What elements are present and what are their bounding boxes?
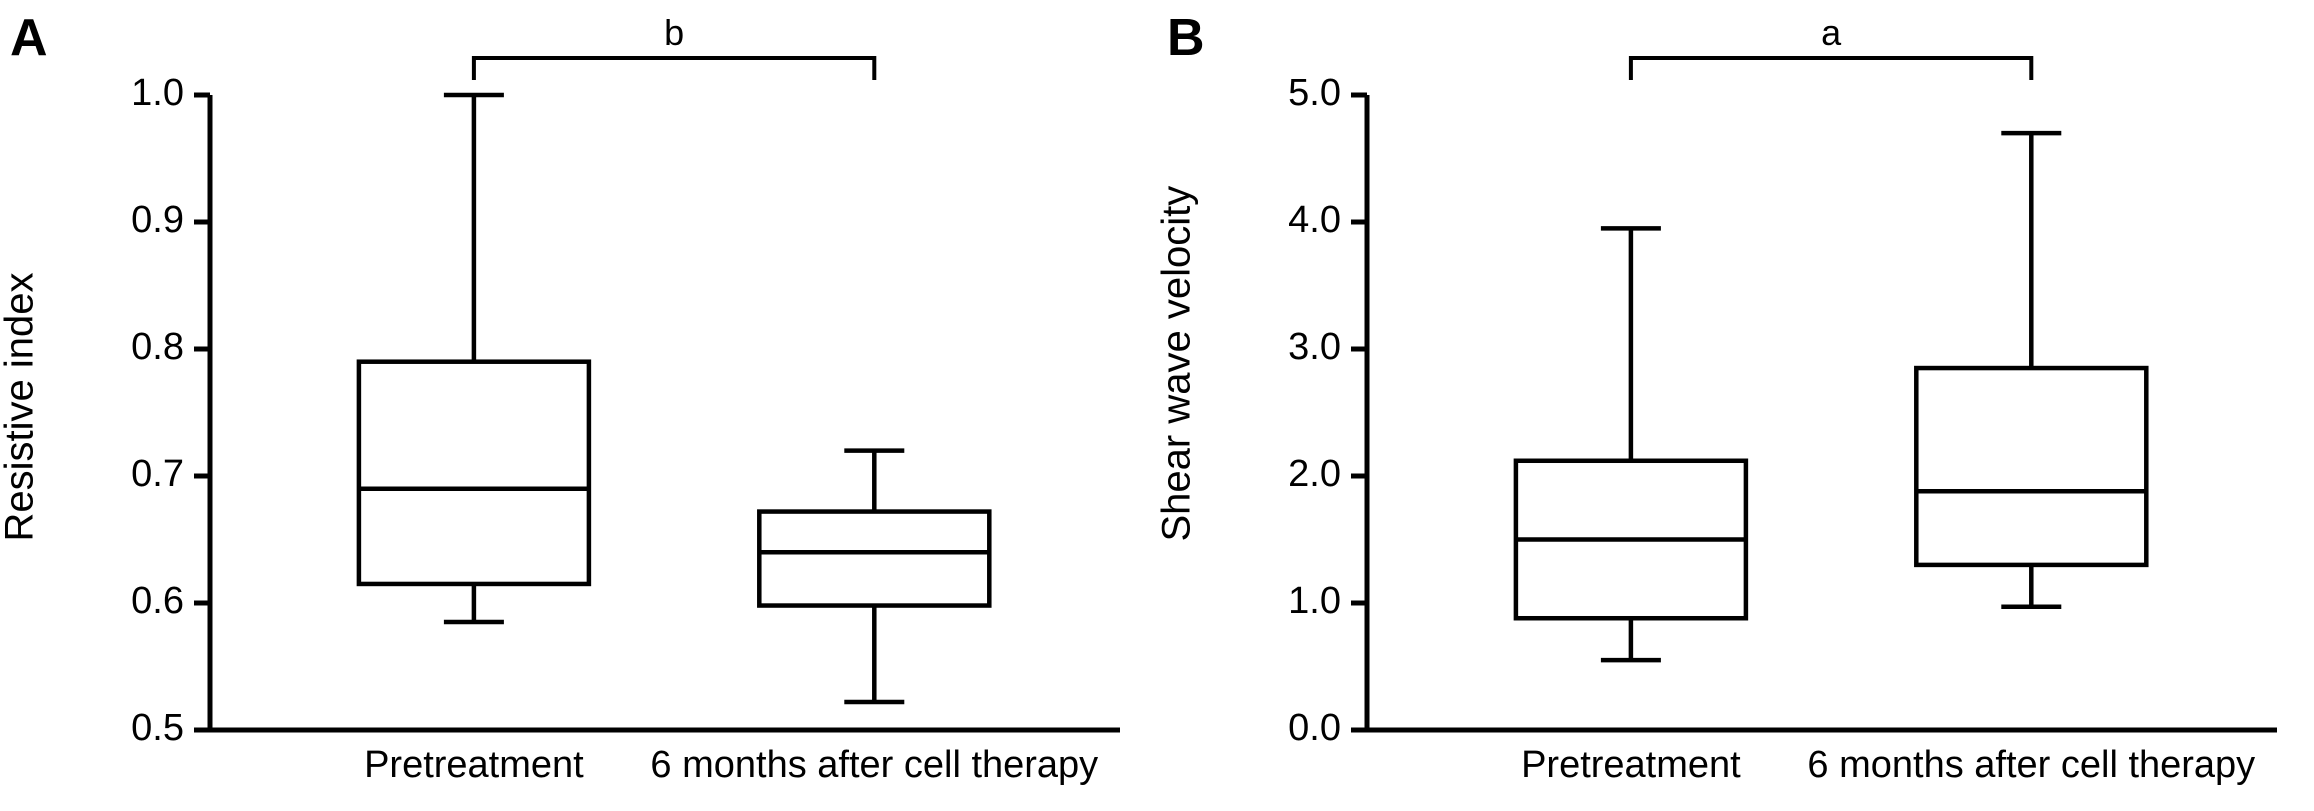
category-label: 6 months after cell therapy bbox=[1751, 744, 2311, 787]
axis-label-y: Resistive index bbox=[0, 281, 43, 541]
tick-label: 0.5 bbox=[109, 707, 184, 750]
tick-label: 0.6 bbox=[109, 580, 184, 623]
figure: AbResistive index0.50.60.70.80.91.0Pretr… bbox=[0, 0, 2314, 811]
tick-label: 4.0 bbox=[1266, 199, 1341, 242]
significance-bracket bbox=[1631, 58, 2031, 80]
category-label: 6 months after cell therapy bbox=[594, 744, 1154, 787]
chart-svg bbox=[1157, 0, 2314, 811]
tick-label: 0.9 bbox=[109, 199, 184, 242]
panel-B: BaShear wave velocity0.01.02.03.04.05.0P… bbox=[1157, 0, 2314, 811]
box-plot bbox=[759, 451, 989, 702]
tick-label: 3.0 bbox=[1266, 326, 1341, 369]
box-plot bbox=[1916, 133, 2146, 607]
box-plot bbox=[1516, 228, 1746, 660]
tick-label: 0.7 bbox=[109, 453, 184, 496]
tick-label: 1.0 bbox=[1266, 580, 1341, 623]
tick-label: 2.0 bbox=[1266, 453, 1341, 496]
tick-label: 1.0 bbox=[109, 72, 184, 115]
significance-label: b bbox=[644, 12, 704, 54]
chart-svg bbox=[0, 0, 1157, 811]
panel-label: B bbox=[1167, 8, 1205, 68]
axis-label-y: Shear wave velocity bbox=[1155, 281, 1200, 541]
significance-label: a bbox=[1801, 12, 1861, 54]
panel-label: A bbox=[10, 8, 48, 68]
tick-label: 0.8 bbox=[109, 326, 184, 369]
box-plot bbox=[359, 95, 589, 622]
significance-bracket bbox=[474, 58, 874, 80]
tick-label: 0.0 bbox=[1266, 707, 1341, 750]
panel-A: AbResistive index0.50.60.70.80.91.0Pretr… bbox=[0, 0, 1157, 811]
tick-label: 5.0 bbox=[1266, 72, 1341, 115]
